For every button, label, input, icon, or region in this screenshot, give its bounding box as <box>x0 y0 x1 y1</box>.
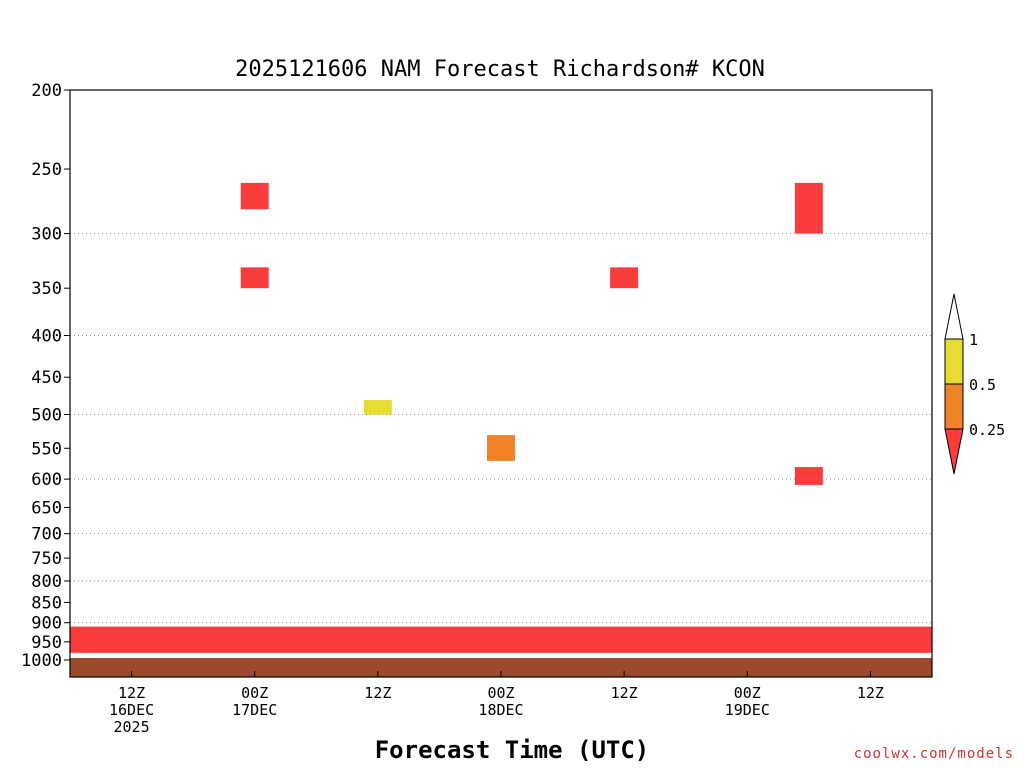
source-credit: coolwx.com/models <box>853 746 1014 762</box>
y-tick-label-800: 800 <box>31 572 62 592</box>
y-tick-label-550: 550 <box>31 439 62 459</box>
ri-cell-5 <box>794 182 823 234</box>
legend-swatch-0.25-0.5 <box>944 383 964 430</box>
y-tick-label-900: 900 <box>31 614 62 634</box>
x-tick-label-3-0: 00Z <box>487 684 514 702</box>
y-tick-label-950: 950 <box>31 633 62 653</box>
x-tick-label-0-1: 16DEC <box>109 701 154 719</box>
y-tick-label-200: 200 <box>31 81 62 101</box>
ri-cell-0 <box>240 182 269 210</box>
legend-level-1: 0.5 <box>969 376 996 394</box>
x-axis-label: Forecast Time (UTC) <box>375 736 650 764</box>
ri-cell-1 <box>240 267 269 289</box>
y-tick-label-250: 250 <box>31 160 62 180</box>
y-tick-label-700: 700 <box>31 525 62 545</box>
x-tick-label-0-2: 2025 <box>114 718 150 736</box>
legend-level-2: 0.25 <box>969 421 1005 439</box>
y-tick-label-750: 750 <box>31 549 62 569</box>
x-tick-label-1-0: 00Z <box>241 684 268 702</box>
y-tick-label-500: 500 <box>31 406 62 426</box>
ri-cell-3 <box>487 435 515 461</box>
legend-cap-bottom <box>944 428 964 475</box>
cells-layer <box>70 182 932 677</box>
y-tick-label-350: 350 <box>31 279 62 299</box>
x-tick-label-5-1: 19DEC <box>725 701 770 719</box>
legend-swatch-0.5-1 <box>944 338 964 385</box>
y-tick-label-850: 850 <box>31 593 62 613</box>
ri-cell-4 <box>610 267 639 289</box>
boundary-layer-band <box>70 626 932 653</box>
ground-band <box>70 658 932 677</box>
ri-cell-6 <box>794 467 823 485</box>
y-tick-label-600: 600 <box>31 470 62 490</box>
x-tick-label-4-0: 12Z <box>611 684 638 702</box>
x-tick-label-1-1: 17DEC <box>232 701 277 719</box>
y-tick-label-300: 300 <box>31 225 62 245</box>
x-tick-label-6-0: 12Z <box>857 684 884 702</box>
legend-level-0: 1 <box>969 331 978 349</box>
ri-cell-2 <box>363 400 392 415</box>
y-tick-label-650: 650 <box>31 498 62 518</box>
legend: 1 0.5 0.25 <box>944 293 1005 475</box>
y-tick-label-450: 450 <box>31 368 62 388</box>
y-axis: 200 250 300 350 400 450 500 550 600 650 700 750 8008… <box>21 81 70 671</box>
y-tick-label-1000: 1000 <box>21 651 62 671</box>
x-tick-label-2-0: 12Z <box>364 684 391 702</box>
y-tick-label-400: 400 <box>31 326 62 346</box>
x-tick-label-5-0: 00Z <box>734 684 761 702</box>
x-tick-label-0-0: 12Z <box>118 684 145 702</box>
chart-title: 2025121606 NAM Forecast Richardson# KCON <box>235 57 765 82</box>
x-tick-label-3-1: 18DEC <box>478 701 523 719</box>
